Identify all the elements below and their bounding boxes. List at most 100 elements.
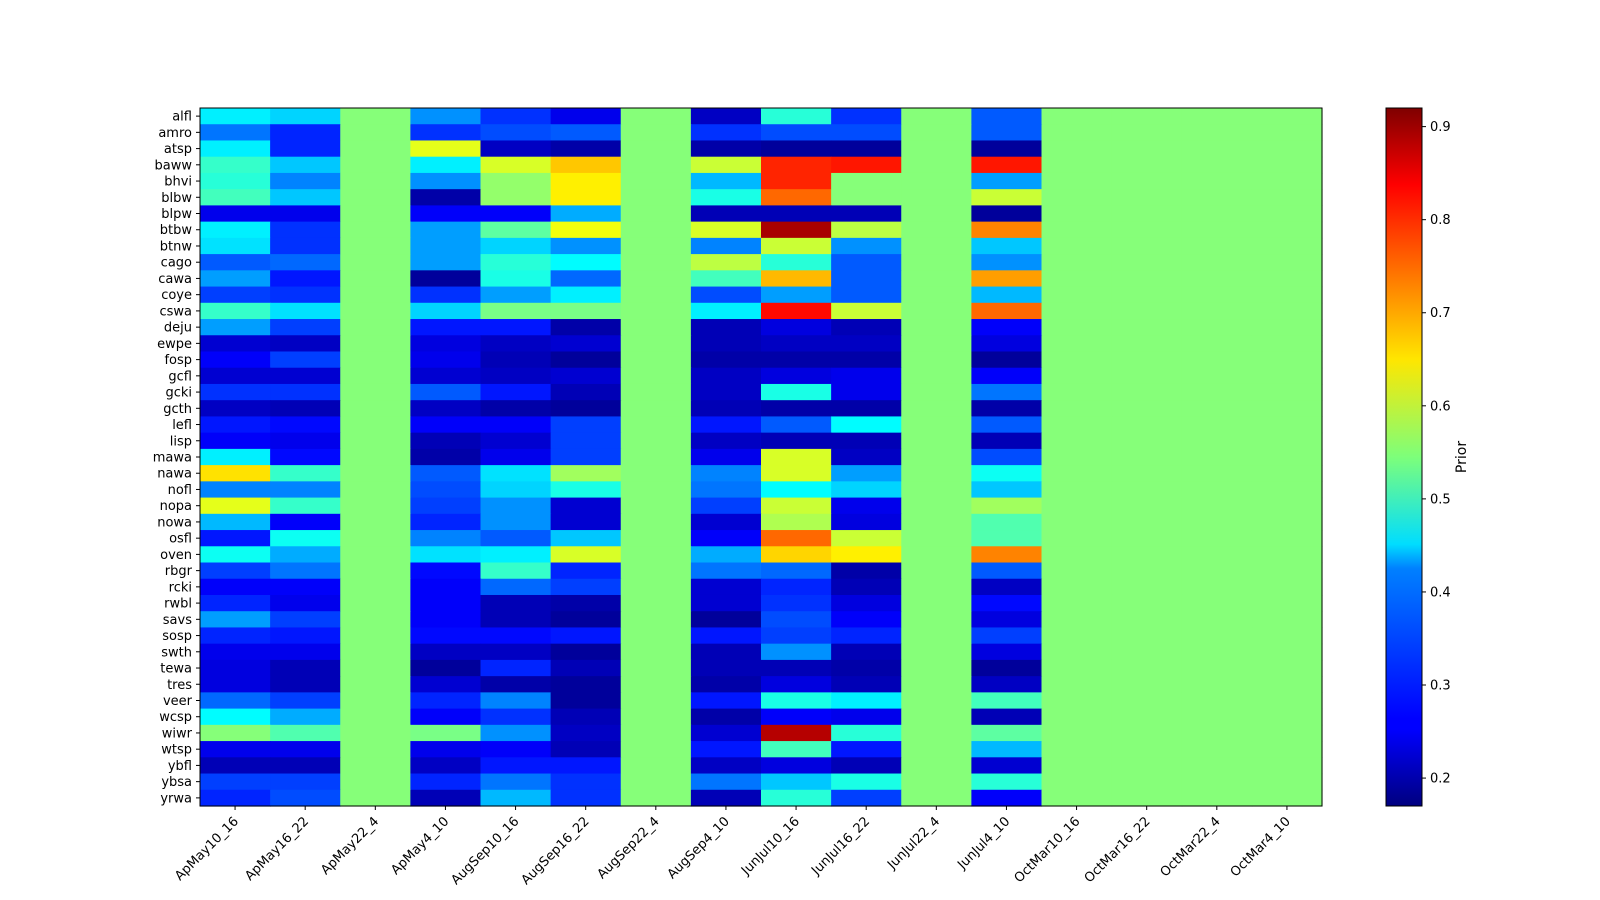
heatmap-cell [340,611,411,629]
heatmap-cell [1251,400,1323,418]
heatmap-cell [901,513,972,531]
y-tick-label: yrwa [160,791,192,806]
heatmap-cell [270,156,341,174]
heatmap-cell [1181,578,1253,596]
heatmap-cell [1041,302,1113,320]
heatmap-cell [550,789,622,807]
heatmap-cell [1111,562,1183,580]
heatmap-cell [1111,594,1183,612]
heatmap-cell [480,724,552,742]
heatmap-cell [971,789,1043,807]
heatmap-cell [620,676,692,693]
heatmap-cell [901,546,972,564]
heatmap-cell [1181,172,1253,190]
heatmap-cell [690,659,762,677]
heatmap-cell [1251,676,1323,693]
heatmap-cell [1041,156,1113,174]
heatmap-cell [620,270,692,288]
x-tick-label: JunJul16_22 [808,814,873,879]
heatmap-cell [1041,513,1113,531]
colorbar-ticks: 0.2 0.3 0.4 0.5 0.6 0.7 0.8 0.9 [1422,120,1451,787]
heatmap-cell [550,724,622,742]
heatmap-cell [620,205,692,223]
heatmap-cell [831,643,902,661]
heatmap-cell [1251,513,1323,531]
heatmap-cell [550,383,622,401]
heatmap-cell [761,708,832,726]
heatmap-cell [1111,286,1183,304]
heatmap-cell [480,773,552,791]
heatmap-cell [690,254,762,271]
heatmap-cell [761,237,832,255]
heatmap-cell [620,481,692,499]
heatmap-cell [620,156,692,174]
heatmap-cell [1111,530,1183,547]
heatmap-cell [480,189,552,206]
heatmap-cell [340,692,411,710]
heatmap-cell [270,789,341,807]
heatmap-cell [270,367,341,385]
heatmap-cell [1111,156,1183,174]
heatmap-cell [270,708,341,726]
heatmap-cell [971,773,1043,791]
heatmap-cell [620,432,692,450]
heatmap-cell [1041,237,1113,255]
heatmap-cell [901,156,972,174]
heatmap-cell [410,400,482,418]
heatmap-cell [1251,611,1323,629]
heatmap-cell [761,432,832,450]
heatmap-cell [270,205,341,223]
y-tick-label: tres [167,678,192,693]
heatmap-cell [901,270,972,288]
heatmap-cell [550,416,622,434]
heatmap-cell [1041,254,1113,271]
heatmap-cell [690,481,762,499]
heatmap-cell [1251,319,1323,336]
heatmap-cell [1181,189,1253,206]
heatmap-cell [340,286,411,304]
heatmap-cell [270,741,341,758]
heatmap-cell [690,627,762,645]
heatmap-cell [340,432,411,450]
heatmap-cell [480,692,552,710]
heatmap-cell [831,108,902,125]
heatmap-cell [200,124,271,142]
heatmap-cell [410,530,482,547]
y-tick-label: rcki [169,580,192,595]
heatmap-cell [480,643,552,661]
heatmap-cell [971,367,1043,385]
heatmap-cell [1041,205,1113,223]
heatmap-cell [761,351,832,369]
heatmap-cell [1041,448,1113,466]
heatmap-cells [200,108,1323,807]
heatmap-cell [831,400,902,418]
heatmap-cell [410,562,482,580]
x-tick-label: ApMay4_10 [388,814,452,878]
heatmap-cell [550,627,622,645]
heatmap-cell [270,643,341,661]
x-axis: ApMay10_16 ApMay16_22 ApMay22_4 ApMay4_10Au… [172,806,1294,888]
heatmap-cell [1111,367,1183,385]
heatmap-cell [620,724,692,742]
heatmap-cell [901,124,972,142]
heatmap-cell [200,546,271,564]
heatmap-cell [1111,172,1183,190]
heatmap-cell [831,189,902,206]
heatmap-cell [1251,578,1323,596]
heatmap-cell [690,676,762,693]
heatmap-cell [1041,465,1113,482]
heatmap-cell [480,497,552,515]
heatmap-cell [901,172,972,190]
heatmap-cell [620,692,692,710]
heatmap-cell [971,497,1043,515]
heatmap-cell [831,319,902,336]
heatmap-cell [550,708,622,726]
heatmap-cell [550,400,622,418]
heatmap-cell [1251,270,1323,288]
heatmap-cell [200,270,271,288]
heatmap-cell [200,562,271,580]
heatmap-cell [620,448,692,466]
heatmap-cell [410,205,482,223]
heatmap-cell [480,335,552,353]
heatmap-cell [620,530,692,547]
